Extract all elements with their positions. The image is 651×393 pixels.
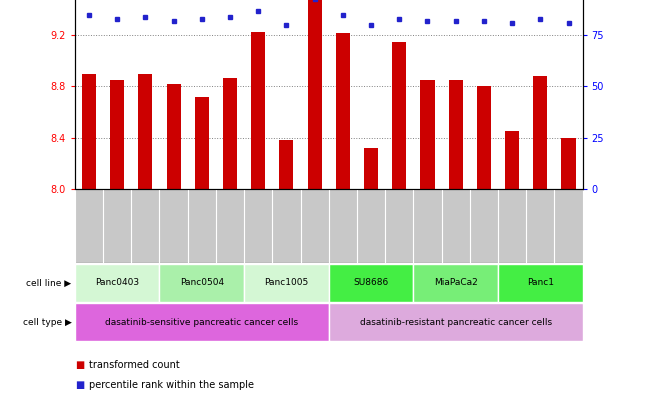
Text: transformed count: transformed count	[89, 360, 180, 371]
Text: Panc0403: Panc0403	[95, 279, 139, 287]
Text: cell line ▶: cell line ▶	[27, 279, 72, 287]
Bar	[392, 42, 406, 189]
Text: percentile rank within the sample: percentile rank within the sample	[89, 380, 254, 390]
Bar	[449, 80, 463, 189]
Bar	[364, 148, 378, 189]
Bar	[82, 73, 96, 189]
Text: Panc1005: Panc1005	[264, 279, 309, 287]
Bar	[244, 264, 329, 302]
Bar	[223, 77, 237, 189]
Bar	[75, 264, 159, 302]
Bar	[561, 138, 575, 189]
Bar	[279, 140, 294, 189]
Bar	[329, 264, 413, 302]
Bar	[307, 0, 322, 189]
Text: SU8686: SU8686	[353, 279, 389, 287]
Text: MiaPaCa2: MiaPaCa2	[434, 279, 478, 287]
Bar	[195, 97, 209, 189]
Bar	[251, 31, 266, 189]
Text: ■: ■	[75, 380, 84, 390]
Bar	[139, 73, 152, 189]
Bar	[421, 80, 435, 189]
Text: ■: ■	[75, 360, 84, 371]
Bar	[329, 303, 583, 341]
Bar	[336, 33, 350, 189]
Text: cell type ▶: cell type ▶	[23, 318, 72, 327]
Bar	[477, 86, 491, 189]
Text: Panc0504: Panc0504	[180, 279, 224, 287]
Text: dasatinib-resistant pancreatic cancer cells: dasatinib-resistant pancreatic cancer ce…	[359, 318, 552, 327]
Bar	[533, 76, 547, 189]
Bar	[505, 131, 519, 189]
Bar	[75, 303, 329, 341]
Text: dasatinib-sensitive pancreatic cancer cells: dasatinib-sensitive pancreatic cancer ce…	[105, 318, 298, 327]
Bar	[167, 84, 181, 189]
Text: Panc1: Panc1	[527, 279, 554, 287]
Bar	[110, 80, 124, 189]
Bar	[498, 264, 583, 302]
Bar	[159, 264, 244, 302]
Bar	[413, 264, 498, 302]
